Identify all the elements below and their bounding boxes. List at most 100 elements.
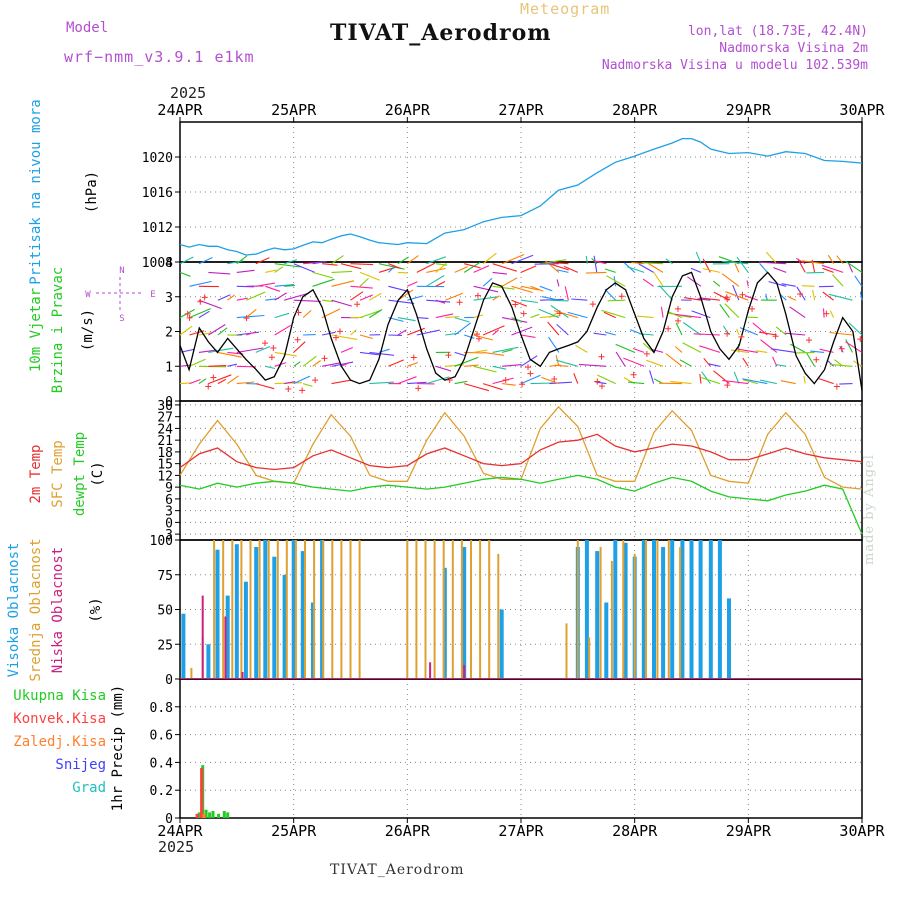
wind-arrow	[274, 312, 290, 319]
gust-marker	[299, 387, 306, 394]
wind-arrow	[236, 297, 248, 301]
cloud-bar	[595, 551, 600, 679]
wind-arrow	[822, 308, 825, 318]
wind-arrow	[331, 299, 352, 307]
wind-arrow	[322, 263, 338, 266]
wind-arrow	[549, 299, 569, 302]
y-tick-label: 1008	[142, 256, 173, 271]
page-title: TIVAT_Aerodrom	[330, 20, 552, 46]
wind-arrow	[784, 332, 806, 336]
wind-arrow	[511, 285, 533, 294]
wind-arrow	[179, 256, 194, 265]
wind-arrow	[765, 293, 768, 301]
x-tick-label-bottom: 26APR	[385, 822, 431, 840]
wind-arrow	[631, 261, 645, 265]
cloud-bar	[181, 613, 186, 679]
y-tick-label: 3	[165, 291, 173, 306]
cloud-bar	[215, 549, 220, 679]
wind-arrow	[604, 288, 617, 301]
wind-arrow	[556, 279, 560, 287]
wind-arrow	[601, 309, 626, 319]
wind-arrow	[699, 345, 721, 353]
wind-arrow	[312, 271, 333, 279]
wind-arrow	[530, 285, 544, 292]
wind-arrow	[789, 343, 806, 353]
wind-arrow	[603, 311, 616, 319]
wind-arrow	[217, 378, 227, 385]
cloud-bar	[442, 540, 445, 679]
y-tick-label: -3	[157, 528, 173, 543]
wind-arrow	[803, 375, 806, 384]
wind-arrow	[340, 263, 362, 270]
gust-marker	[415, 385, 422, 392]
wind-arrow	[350, 329, 357, 336]
wind-arrow	[482, 383, 503, 391]
wind-arrow	[198, 310, 210, 319]
cloud-bar	[470, 540, 472, 679]
wind-arrow	[227, 375, 239, 385]
wind-arrow	[758, 331, 777, 336]
wind-arrow	[359, 294, 374, 301]
wind-arrow	[293, 375, 311, 385]
precip-legend-item: Zaledj.Kisa	[13, 734, 106, 750]
wind-arrow	[473, 285, 499, 293]
y-tick-label: 0	[165, 812, 173, 827]
wind-arrow	[759, 379, 777, 385]
wind-arrow	[302, 309, 312, 319]
cloud-bars-1	[190, 540, 682, 679]
y-tick-label: 24	[157, 422, 173, 437]
wind-arrow	[845, 339, 853, 353]
y-tick-label: 12	[157, 469, 173, 484]
wind-arrow	[179, 271, 191, 277]
wind-arrow	[492, 365, 507, 370]
precip-bars-2	[202, 813, 206, 818]
dewpt-line	[179, 474, 863, 535]
cloud-bar	[300, 551, 305, 679]
wind-arrow	[464, 364, 479, 367]
wind-arrow	[796, 257, 806, 265]
x-tick-label-top: 25APR	[271, 101, 317, 119]
wind-arrow	[284, 292, 310, 301]
wind-arrow	[848, 322, 863, 336]
wind-arrow	[359, 271, 381, 281]
wind-arrow	[454, 380, 468, 385]
cloud-bar	[349, 540, 352, 679]
wind-unit-label: (m/s)	[80, 309, 96, 351]
wind-arrow	[701, 371, 711, 384]
compass-west: W	[85, 290, 91, 300]
wind-arrow	[736, 328, 740, 336]
wind-arrow	[712, 280, 721, 287]
cloud-bar	[499, 609, 504, 679]
wind-arrow	[604, 268, 616, 273]
cloud-bar	[267, 540, 270, 679]
precip-axis-label: 1hr Precip (mm)	[110, 685, 126, 811]
wind-arrow	[492, 346, 519, 353]
cloud-bar	[463, 665, 466, 679]
wind-arrow	[682, 342, 702, 353]
wind-arrow	[189, 280, 212, 287]
wind-arrow	[725, 291, 749, 301]
wind-arrow	[642, 342, 654, 353]
gust-marker	[186, 314, 193, 321]
wind-arrow	[687, 276, 702, 287]
cloud-bar	[190, 667, 193, 679]
cloud-bar	[588, 637, 591, 679]
wind-arrow	[585, 256, 588, 264]
y-tick-label: 50	[157, 604, 173, 619]
wind-arrow	[530, 313, 540, 319]
wind-arrow	[854, 275, 863, 287]
wind-arrow	[454, 322, 472, 336]
gust-marker	[665, 325, 672, 332]
cloud-bar	[276, 540, 279, 679]
wind-arrow	[679, 359, 692, 367]
y-tick-label: 0.8	[150, 701, 173, 716]
wind-arrow	[632, 347, 645, 353]
wind-arrow	[454, 317, 470, 323]
wind-arrow	[255, 345, 271, 353]
cloud-bar	[433, 540, 436, 679]
wind-arrow	[606, 275, 626, 287]
y-tick-label: 25	[157, 638, 173, 653]
wind-arrow	[198, 331, 214, 336]
wind-arrow	[198, 256, 213, 265]
wind-arrow	[350, 285, 373, 289]
